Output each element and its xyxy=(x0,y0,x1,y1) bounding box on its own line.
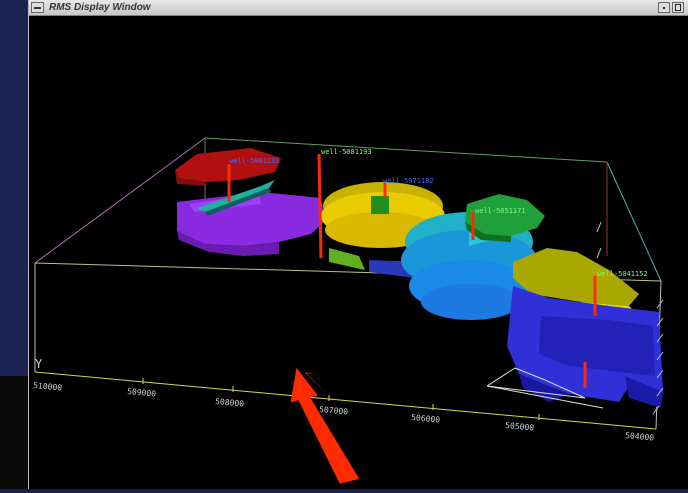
right-axis-ticks xyxy=(596,221,664,415)
maximize-icon[interactable] xyxy=(672,2,684,13)
axis-tick-508000: 508000 xyxy=(215,397,245,409)
well-label-5071182: well-5071182 xyxy=(383,177,434,185)
axis-tick-506000: 506000 xyxy=(411,413,441,425)
minimize-icon[interactable] xyxy=(658,2,670,13)
axis-tick-507000: 507000 xyxy=(319,405,349,417)
well-label-5081191: well-5081191 xyxy=(229,157,280,165)
axis-tick-505000: 505000 xyxy=(505,421,535,433)
window-titlebar[interactable]: RMS Display Window xyxy=(29,0,688,16)
reservoir-purple xyxy=(177,192,325,256)
background-window xyxy=(0,376,30,489)
axis-label-y: Y xyxy=(35,357,43,371)
well-label-5051171: well-5051171 xyxy=(475,207,526,215)
axis-glyph xyxy=(486,367,604,409)
well-label-5041152: well-5041152 xyxy=(597,270,648,278)
axis-tick-509000: 509000 xyxy=(127,387,157,399)
rms-display-window[interactable]: RMS Display Window xyxy=(28,0,688,489)
well-label-5081193: well-5081193 xyxy=(321,148,372,156)
window-title: RMS Display Window xyxy=(49,2,151,13)
annotation-arrow xyxy=(290,367,360,484)
window-menu-icon[interactable] xyxy=(31,2,44,13)
well-sticks xyxy=(227,153,597,388)
reservoir-blue xyxy=(507,286,663,408)
reservoir-teal-slab xyxy=(197,180,275,216)
3d-viewport[interactable]: well-5081191 well-5081193 well-5071182 w… xyxy=(29,16,688,489)
reservoir-green xyxy=(465,194,545,242)
axis-tick-510000: 510000 xyxy=(33,381,63,393)
axis-tick-504000: 504000 xyxy=(625,431,655,443)
